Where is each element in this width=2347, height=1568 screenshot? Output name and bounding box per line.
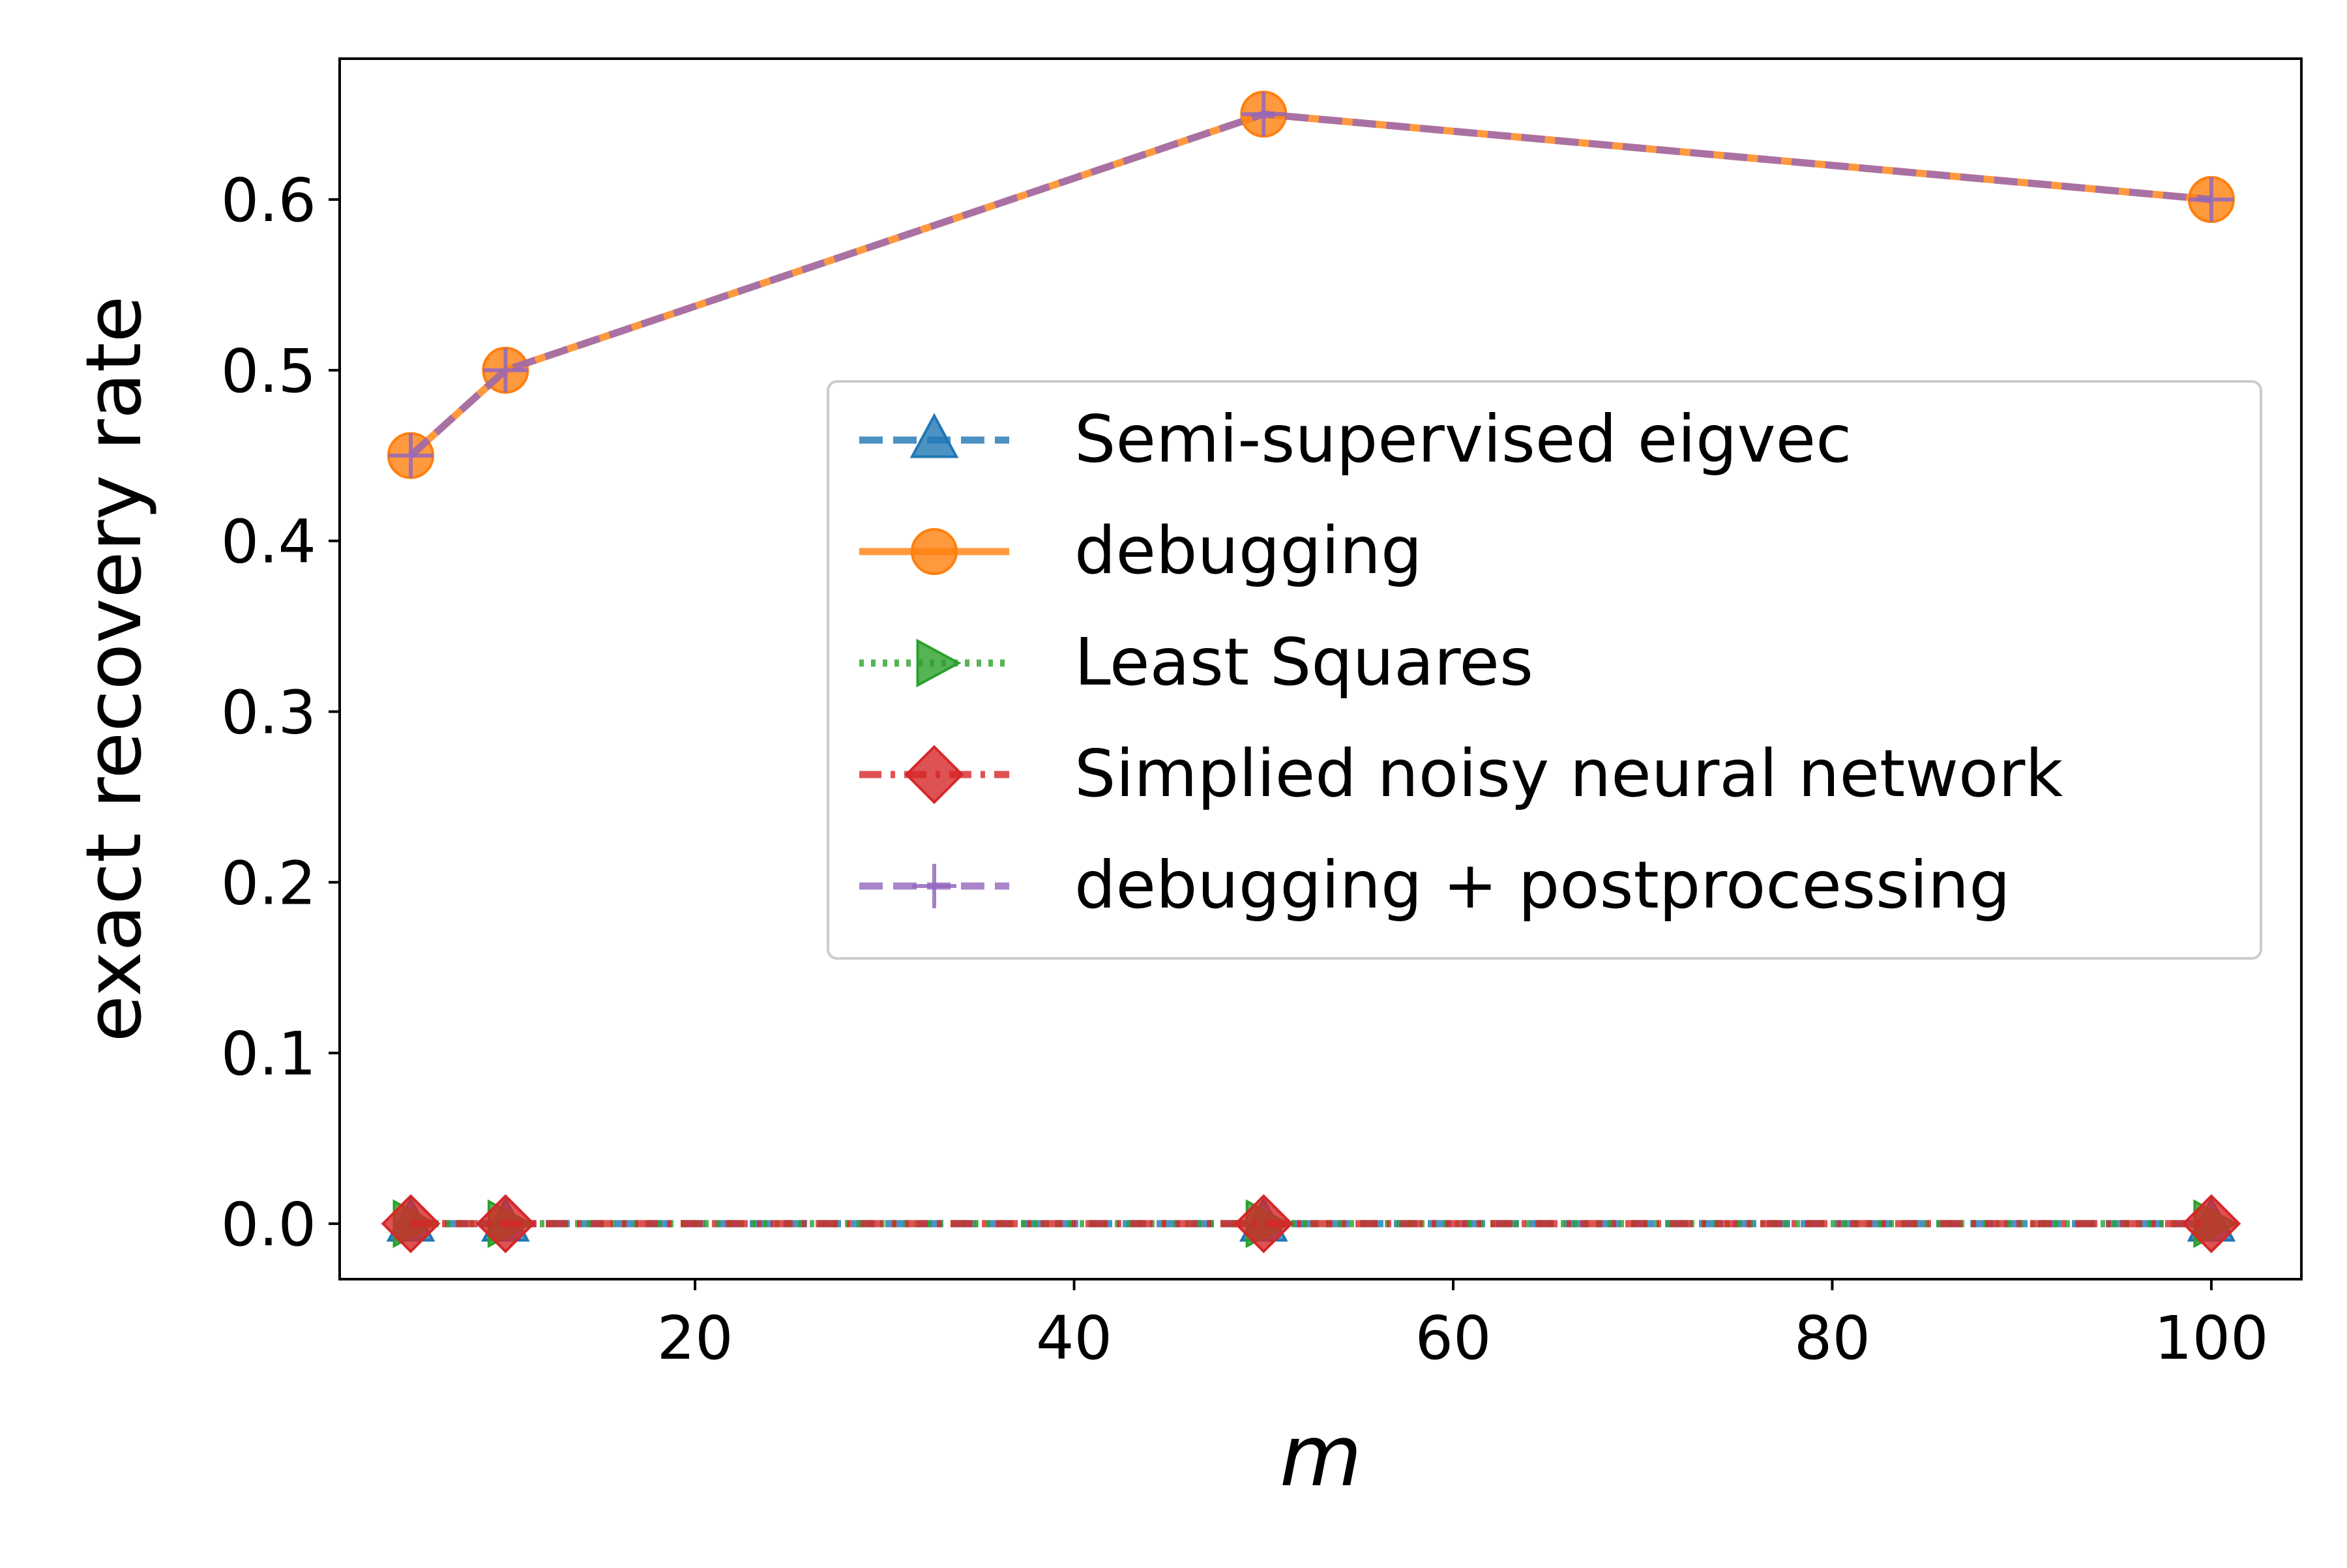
- data-point: [2189, 177, 2234, 222]
- series-line: [408, 110, 2212, 458]
- y-tick-label: 0.0: [221, 1190, 316, 1260]
- legend-item: debugging: [859, 512, 1422, 589]
- data-point: [389, 433, 434, 478]
- y-tick-label: 0.5: [221, 336, 316, 406]
- series-0: [386, 1196, 2236, 1242]
- x-tick-label: 40: [1036, 1303, 1112, 1373]
- data-point: [1241, 92, 1286, 137]
- legend-label: debugging: [1074, 512, 1422, 589]
- y-axis-ticks: 0.0 0.1 0.2 0.3 0.4 0.5 0.6: [221, 166, 340, 1260]
- data-point: [381, 1194, 441, 1254]
- y-tick-label: 0.4: [221, 507, 316, 577]
- series-4: [389, 92, 2234, 478]
- x-tick-label: 80: [1794, 1303, 1870, 1373]
- data-point: [476, 1194, 535, 1254]
- plot-frame: [338, 57, 2303, 1280]
- legend-marker: [912, 864, 956, 908]
- y-tick-label: 0.2: [221, 848, 316, 918]
- legend-label: Simplied noisy neural network: [1074, 735, 2063, 812]
- y-tick-label: 0.3: [221, 677, 316, 747]
- legend-marker: [916, 638, 962, 688]
- series-3: [381, 1194, 2241, 1254]
- y-axis-label: exact recovery rate: [69, 295, 158, 1042]
- legend-items: Semi-supervised eigvec debugging Least Squ…: [859, 401, 2063, 923]
- legend-item: debugging + postprocessing: [859, 847, 2011, 923]
- series-layer: [381, 91, 2241, 1254]
- legend-label: Least Squares: [1074, 624, 1533, 700]
- x-axis-ticks: 20 40 60 80 100: [657, 1279, 2269, 1373]
- x-tick-label: 20: [657, 1303, 733, 1373]
- data-point: [483, 348, 528, 392]
- legend-item: Semi-supervised eigvec: [859, 401, 1852, 477]
- x-tick-label: 100: [2154, 1303, 2269, 1373]
- legend-frame: [827, 380, 2262, 960]
- legend-item: Simplied noisy neural network: [859, 735, 2063, 812]
- legend-marker: [904, 745, 964, 805]
- y-tick-label: 0.1: [221, 1019, 316, 1089]
- data-point: [2181, 1194, 2241, 1254]
- x-tick-label: 60: [1415, 1303, 1491, 1373]
- legend: Semi-supervised eigvec debugging Least Squ…: [827, 380, 2262, 960]
- legend-label: debugging + postprocessing: [1074, 847, 2011, 923]
- legend-item: Least Squares: [859, 624, 1533, 700]
- y-tick-label: 0.6: [221, 166, 316, 235]
- legend-marker: [911, 528, 958, 575]
- legend-marker: [909, 413, 959, 458]
- data-point: [1233, 1194, 1293, 1254]
- x-axis-label: m: [1280, 1406, 1363, 1505]
- legend-label: Semi-supervised eigvec: [1074, 401, 1852, 477]
